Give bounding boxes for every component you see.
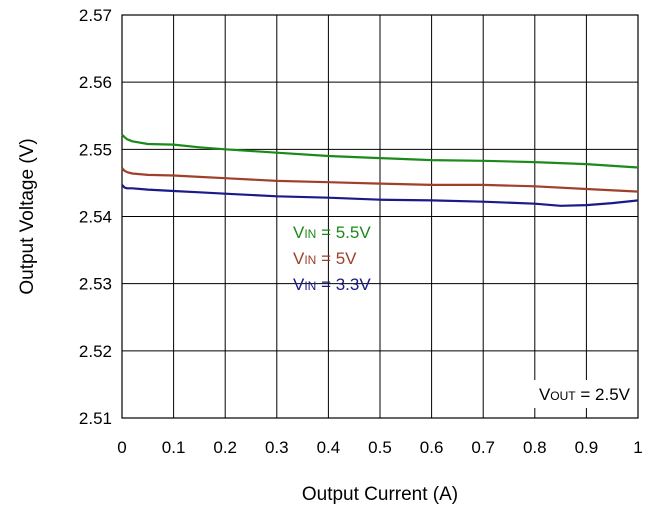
legend-entry-2: VIN = 3.3V xyxy=(293,275,371,294)
y-axis-title: Output Voltage (V) xyxy=(17,138,38,294)
y-tick-label: 2.56 xyxy=(79,73,112,92)
y-axis: 2.51 2.52 2.53 2.54 2.55 2.56 2.57 xyxy=(79,6,112,428)
x-tick-label: 0.5 xyxy=(368,438,392,457)
x-tick-label: 0 xyxy=(117,438,126,457)
series-layer xyxy=(121,133,639,207)
x-tick-label: 0.6 xyxy=(420,438,444,457)
legend-entry-1: VIN = 5V xyxy=(293,249,357,268)
x-tick-label: 0.3 xyxy=(265,438,289,457)
x-axis-title: Output Current (A) xyxy=(302,484,458,505)
vout-sub: OUT xyxy=(550,389,576,403)
y-tick-label: 2.57 xyxy=(79,6,112,25)
vout-rest: = 2.5V xyxy=(576,385,631,404)
legend: VIN = 5.5V VIN = 5V VIN = 3.3V xyxy=(293,223,371,294)
grid xyxy=(121,14,639,419)
plot-frame xyxy=(121,14,639,419)
x-axis: 0 0.1 0.2 0.3 0.4 0.5 0.6 0.7 0.8 0.9 1 xyxy=(117,438,642,457)
x-tick-label: 0.2 xyxy=(213,438,237,457)
legend-entry-0: VIN = 5.5V xyxy=(293,223,371,242)
x-tick-label: 1 xyxy=(633,438,642,457)
x-tick-label: 0.9 xyxy=(575,438,599,457)
y-tick-label: 2.53 xyxy=(79,275,112,294)
vout-annotation-box xyxy=(500,380,635,408)
vout-prefix: V xyxy=(539,385,551,404)
series-line-0 xyxy=(121,133,639,169)
y-tick-label: 2.52 xyxy=(79,342,112,361)
vout-annotation: VOUT = 2.5V xyxy=(500,380,635,408)
x-tick-label: 0.1 xyxy=(162,438,186,457)
series-line-2 xyxy=(121,184,639,207)
x-tick-label: 0.8 xyxy=(523,438,547,457)
y-tick-label: 2.55 xyxy=(79,140,112,159)
x-tick-label: 0.7 xyxy=(471,438,495,457)
vout-annotation-text: VOUT = 2.5V xyxy=(539,385,631,404)
y-tick-label: 2.54 xyxy=(79,208,112,227)
y-tick-label: 2.51 xyxy=(79,409,112,428)
x-tick-label: 0.4 xyxy=(317,438,341,457)
series-line-1 xyxy=(121,167,639,193)
